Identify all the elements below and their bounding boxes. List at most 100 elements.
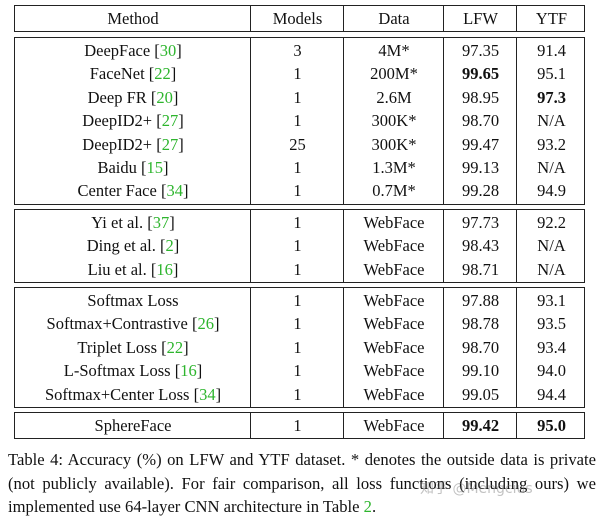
data-cell: 2.6M — [376, 87, 412, 107]
citation: [15] — [141, 158, 169, 177]
data-cell: 1.3M* — [372, 158, 416, 177]
citation: [34] — [160, 181, 189, 201]
column-rule — [443, 38, 444, 204]
method-cell: Softmax+Contrastive [26] — [15, 312, 251, 335]
column-rule — [443, 6, 444, 32]
method-cell: FaceNet [22] — [15, 62, 251, 85]
citation: [22] — [161, 337, 189, 357]
citation: [27] — [156, 111, 184, 131]
ytf-cell: N/A — [537, 111, 566, 131]
lfw-cell: 98.43 — [461, 236, 500, 256]
models-cell: 1 — [293, 236, 302, 256]
method-name: Center Face — [77, 181, 157, 201]
models-cell: 1 — [293, 384, 302, 404]
ytf-cell: 93.4 — [537, 337, 566, 357]
method-cell: L-Softmax Loss [16] — [15, 359, 251, 382]
citation: [27] — [156, 134, 184, 154]
citation: [22] — [148, 64, 177, 84]
citation: [2] — [160, 236, 180, 256]
method-name: DeepID2+ — [82, 111, 153, 131]
method-cell: Triplet Loss [22] — [15, 336, 251, 359]
lfw-cell: 99.05 — [461, 384, 500, 404]
method-name: Yi et al. — [91, 212, 144, 232]
lfw-cell: 99.42 — [461, 416, 500, 435]
caption-text: Table 4: Accuracy (%) on LFW and YTF dat… — [8, 450, 596, 516]
column-rule — [250, 6, 251, 32]
data-cell: WebFace — [363, 416, 425, 435]
data-cell: 4M* — [378, 41, 410, 60]
method-name: DeepFace — [84, 41, 151, 60]
column-rule — [516, 38, 517, 204]
method-name: Baidu — [97, 158, 137, 177]
column-header: LFW — [463, 9, 498, 28]
column-rule — [343, 209, 344, 282]
lfw-cell: 99.13 — [461, 158, 500, 177]
citation: [34] — [193, 384, 222, 404]
citation: [37] — [147, 212, 175, 232]
ytf-cell: N/A — [537, 158, 566, 177]
caption-ref: 2 — [363, 497, 372, 516]
models-cell: 1 — [293, 291, 302, 310]
table-section: DeepFace [30] 3 4M* 97.35 91.4 FaceNet [22] 1 2… — [14, 37, 585, 205]
column-rule — [343, 38, 344, 204]
models-cell: 1 — [293, 158, 302, 177]
models-cell: 1 — [293, 337, 302, 357]
method-cell: SphereFace — [15, 414, 251, 437]
data-cell: WebFace — [363, 236, 425, 256]
column-rule — [516, 209, 517, 282]
column-rule — [250, 209, 251, 282]
lfw-cell: 98.71 — [461, 259, 500, 279]
citation: [26] — [191, 314, 220, 334]
citation: [30] — [154, 41, 182, 60]
column-rule — [443, 288, 444, 407]
caption-text: . — [371, 497, 377, 516]
models-cell: 1 — [293, 87, 302, 107]
data-cell: WebFace — [363, 361, 425, 381]
data-cell: WebFace — [363, 314, 425, 334]
method-name: Liu et al. — [87, 259, 147, 279]
ytf-cell: 94.0 — [537, 361, 566, 381]
ytf-cell: 93.5 — [537, 314, 566, 334]
method-name: Softmax+Contrastive — [46, 314, 188, 334]
method-name: SphereFace — [94, 416, 172, 435]
method-name: Ding et al. — [86, 236, 156, 256]
table-section: Method Models Data LFW YTF — [14, 5, 585, 33]
method-name: Softmax+Center Loss — [44, 384, 190, 404]
method-name: Softmax Loss — [87, 291, 179, 310]
method-name: DeepID2+ — [82, 134, 153, 154]
models-cell: 1 — [293, 212, 302, 232]
column-header: Data — [378, 9, 410, 28]
column-rule — [516, 6, 517, 32]
ytf-cell: 94.9 — [537, 181, 566, 201]
lfw-cell: 97.88 — [461, 291, 500, 310]
data-cell: 200M* — [370, 64, 418, 84]
watermark: 知乎 @Mengcius — [420, 481, 533, 497]
citation: [16] — [150, 259, 179, 279]
column-header: Models — [272, 9, 323, 28]
table-section: Softmax Loss 1 WebFace 97.88 93.1 Softmax+Con… — [14, 287, 585, 408]
citation: [20] — [150, 87, 179, 107]
lfw-cell: 98.70 — [461, 111, 500, 131]
models-cell: 1 — [293, 111, 302, 131]
models-cell: 1 — [293, 181, 302, 201]
ytf-cell: 94.4 — [537, 384, 566, 404]
column-rule — [250, 413, 251, 439]
column-rule — [343, 413, 344, 439]
method-cell: Baidu [15] — [15, 156, 251, 179]
column-rule — [343, 6, 344, 32]
column-rule — [250, 288, 251, 407]
method-name: FaceNet — [89, 64, 145, 84]
ytf-cell: N/A — [537, 259, 566, 279]
lfw-cell: 98.95 — [461, 87, 500, 107]
method-cell: Softmax Loss — [15, 289, 251, 312]
table-section: SphereFace 1 WebFace 99.42 95.0 — [14, 412, 585, 440]
models-cell: 25 — [289, 134, 306, 154]
data-cell: WebFace — [363, 337, 425, 357]
method-cell: DeepID2+ [27] — [15, 109, 251, 132]
column-rule — [443, 413, 444, 439]
method-cell: Center Face [34] — [15, 179, 251, 202]
data-cell: 300K* — [371, 134, 417, 154]
column-rule — [443, 209, 444, 282]
data-cell: WebFace — [363, 212, 425, 232]
